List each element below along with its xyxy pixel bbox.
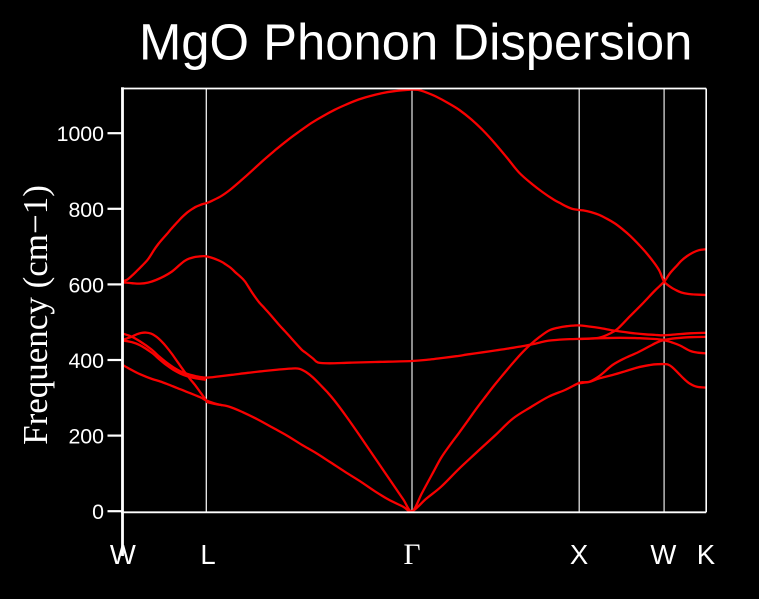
svg-text:600: 600	[68, 273, 104, 297]
svg-text:L: L	[200, 539, 215, 570]
svg-text:MgO Phonon Dispersion: MgO Phonon Dispersion	[139, 14, 692, 71]
svg-text:400: 400	[68, 349, 104, 373]
svg-text:W: W	[110, 539, 136, 570]
svg-text:Γ: Γ	[403, 539, 420, 571]
svg-text:200: 200	[68, 425, 104, 449]
svg-text:1000: 1000	[57, 122, 105, 146]
svg-text:0: 0	[92, 500, 104, 524]
svg-text:800: 800	[68, 198, 104, 222]
svg-text:K: K	[697, 539, 716, 570]
svg-text:W: W	[650, 539, 676, 570]
svg-text:X: X	[570, 539, 588, 570]
svg-text:Frequency (cm−1): Frequency (cm−1)	[16, 185, 55, 445]
